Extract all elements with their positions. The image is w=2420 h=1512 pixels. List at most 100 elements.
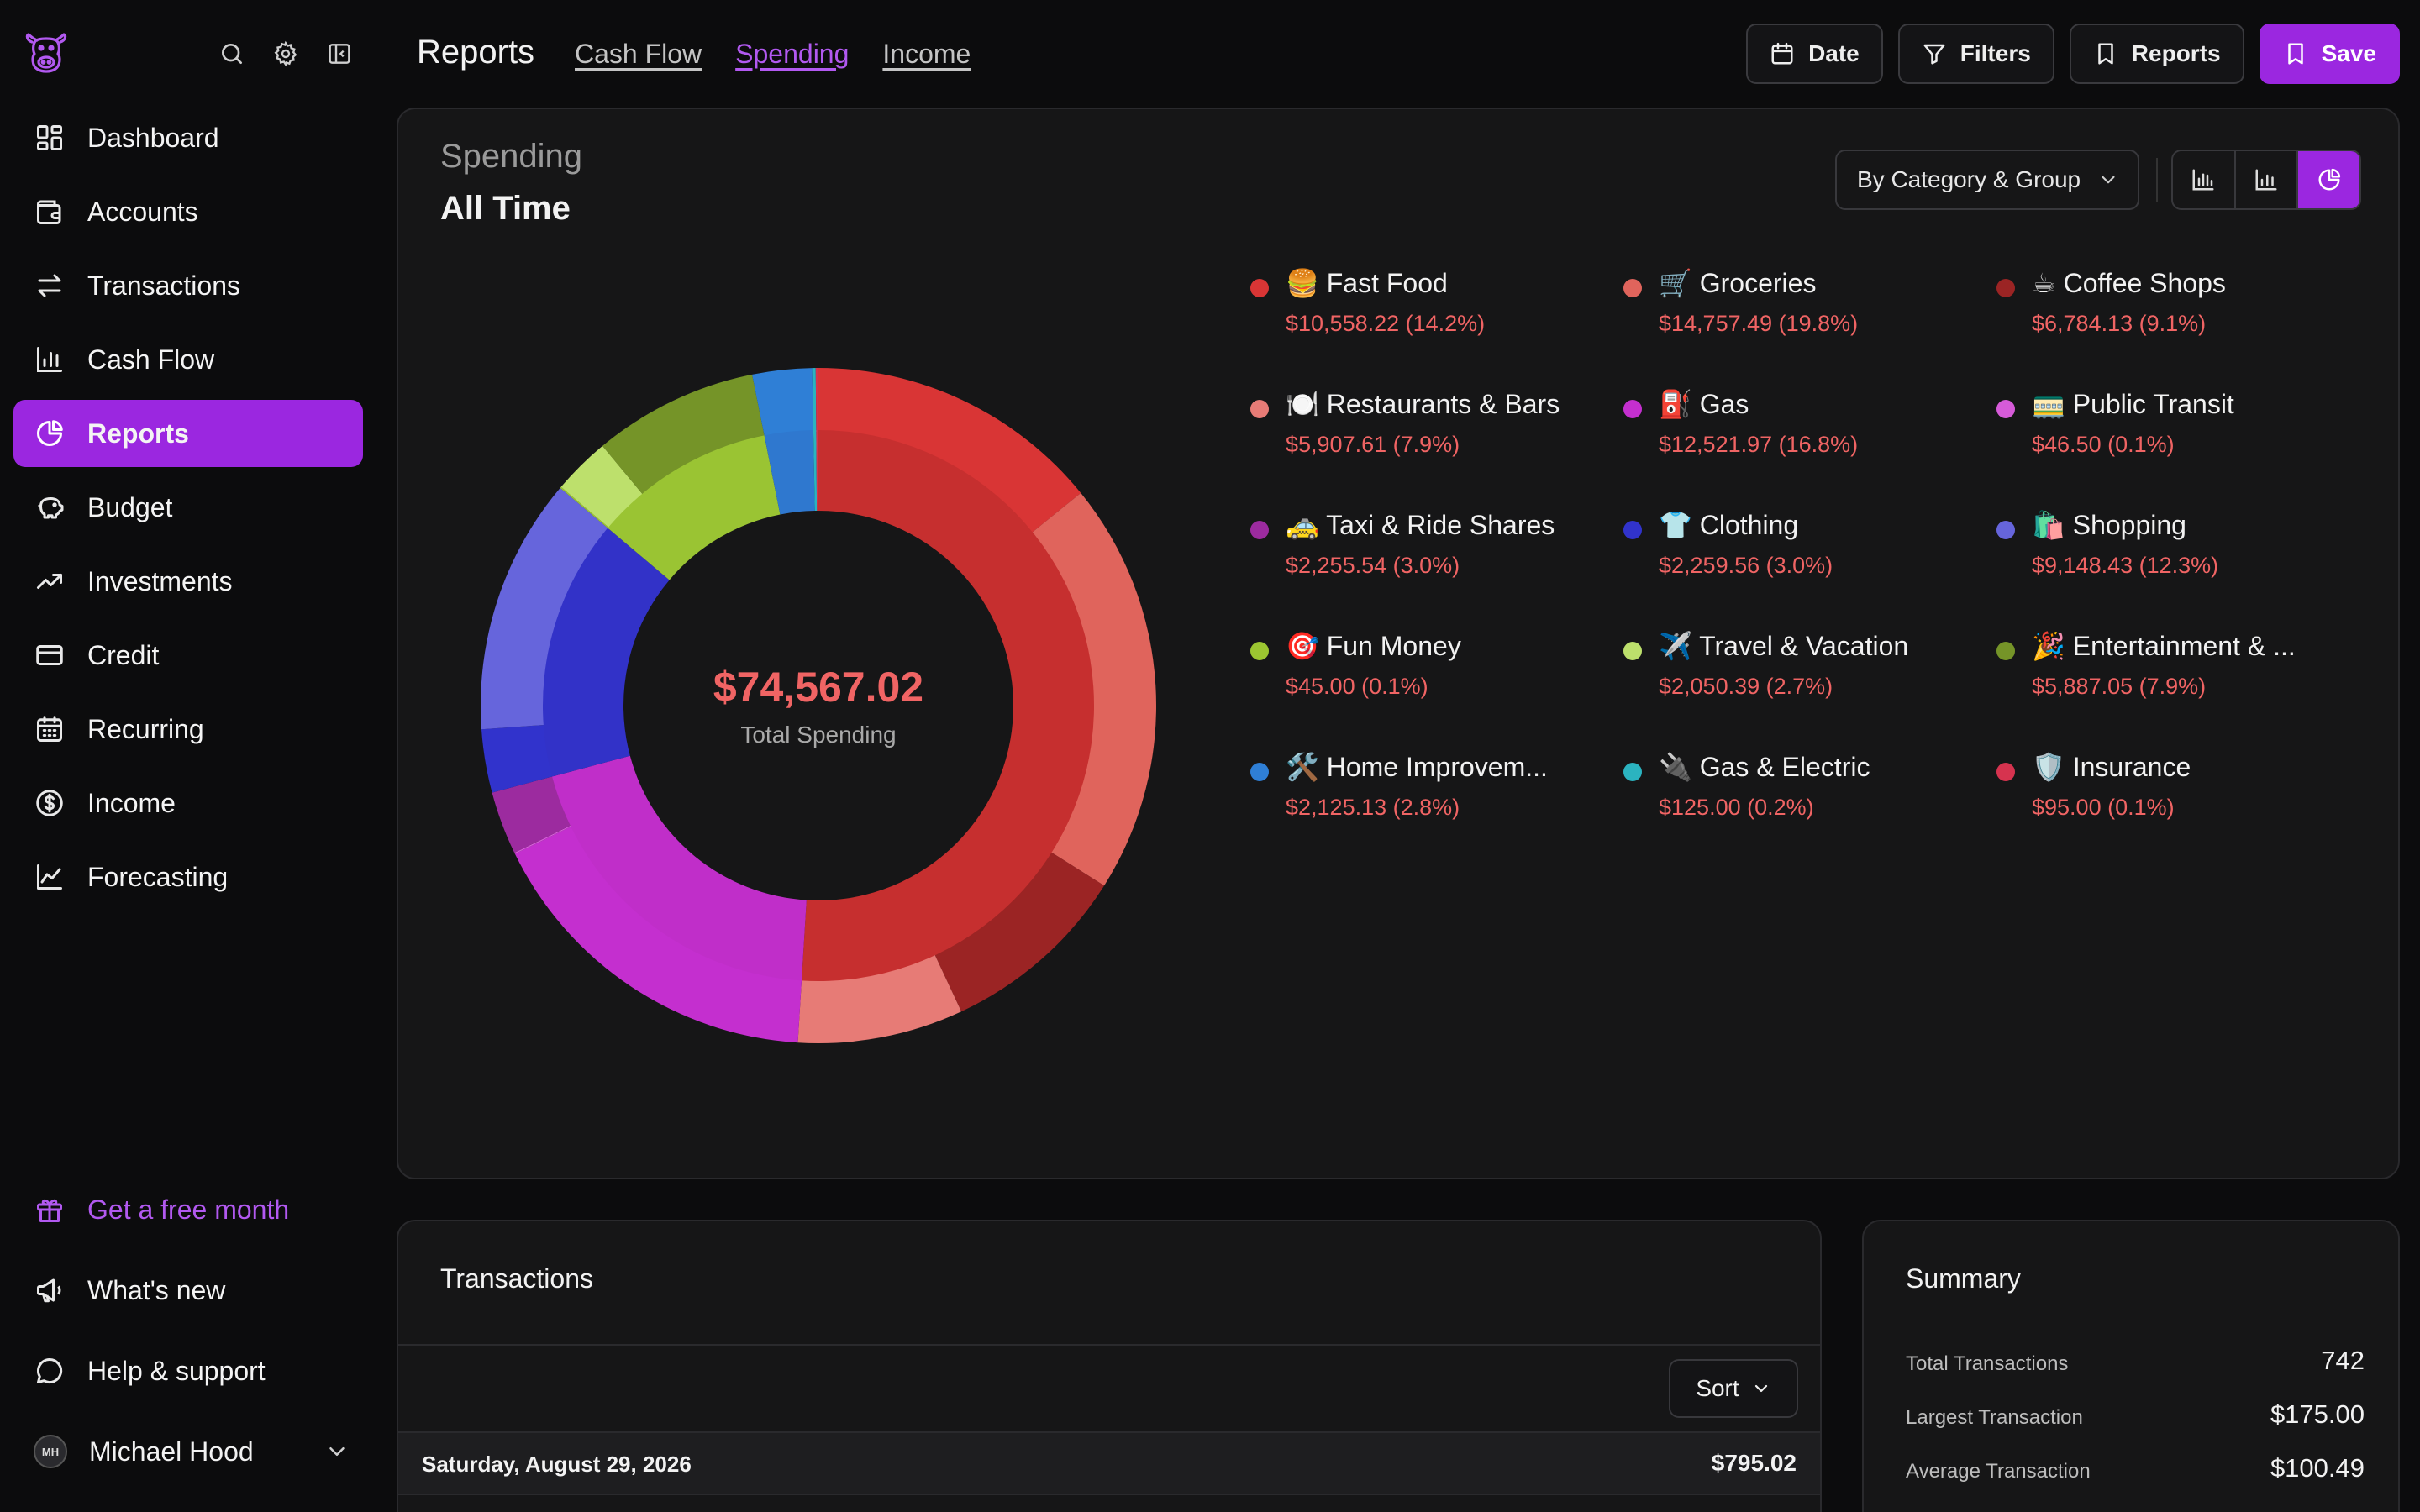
nav-forecasting[interactable]: Forecasting (13, 843, 363, 911)
nav-label: Cash Flow (87, 344, 215, 375)
nav-budget[interactable]: Budget (13, 474, 363, 541)
legend-item[interactable]: 🛒 Groceries $14,757.49 (19.8%) (1623, 267, 1996, 388)
spending-donut-chart (481, 368, 1156, 1043)
category-slice[interactable] (514, 825, 573, 854)
legend-item[interactable]: ✈️ Travel & Vacation $2,050.39 (2.7%) (1623, 630, 1996, 751)
sort-button[interactable]: Sort (1669, 1359, 1798, 1418)
transaction-date-row: Saturday, August 29, 2026 $795.02 (398, 1433, 1820, 1495)
nav-reports[interactable]: Reports (13, 400, 363, 467)
legend-item[interactable]: 🎉 Entertainment & ... $5,887.05 (7.9%) (1996, 630, 2370, 751)
group-slice[interactable] (543, 528, 670, 777)
save-button[interactable]: Save (2259, 24, 2400, 84)
group-slice[interactable] (813, 430, 818, 512)
group-slice[interactable] (764, 430, 815, 515)
nav-dashboard[interactable]: Dashboard (13, 104, 363, 171)
legend-category-value: $95.00 (0.1%) (2032, 795, 2175, 820)
nav-cash-flow[interactable]: Cash Flow (13, 326, 363, 393)
date-button[interactable]: Date (1746, 24, 1883, 84)
group-slice[interactable] (608, 435, 781, 580)
group-slice[interactable] (552, 755, 807, 981)
date-button-label: Date (1808, 40, 1860, 66)
legend-item[interactable]: 🔌 Gas & Electric $125.00 (0.2%) (1623, 751, 1996, 872)
legend-category-name: 🔌 Gas & Electric (1659, 752, 1870, 782)
whats-new-link[interactable]: What's new (13, 1257, 363, 1324)
legend-item[interactable]: 🚃 Public Transit $46.50 (0.1%) (1996, 388, 2370, 509)
cow-logo-icon[interactable] (24, 30, 69, 76)
legend-swatch (1996, 642, 2015, 660)
stacked-bar-view-button[interactable] (2236, 151, 2299, 208)
nav-label: Budget (87, 491, 173, 522)
nav-investments[interactable]: Investments (13, 548, 363, 615)
category-slice[interactable] (492, 776, 572, 853)
category-slice[interactable] (481, 487, 609, 730)
tab-cash-flow[interactable]: Cash Flow (575, 39, 702, 69)
nav-credit[interactable]: Credit (13, 622, 363, 689)
category-slice[interactable] (815, 368, 818, 433)
legend-item[interactable]: 🍽️ Restaurants & Bars $5,907.61 (7.9%) (1250, 388, 1623, 509)
search-icon[interactable] (217, 39, 247, 69)
nav-label: Accounts (87, 196, 198, 227)
nav-income[interactable]: Income (13, 769, 363, 837)
category-slice[interactable] (752, 368, 813, 438)
category-slice[interactable] (818, 368, 1081, 533)
category-slice[interactable] (1031, 492, 1156, 886)
category-slice[interactable] (560, 445, 644, 528)
legend-item[interactable]: 🛍️ Shopping $9,148.43 (12.3%) (1996, 509, 2370, 630)
legend-category-value: $10,558.22 (14.2%) (1286, 311, 1486, 336)
wallet-icon (34, 196, 66, 228)
legend-item[interactable]: ⛽ Gas $12,521.97 (16.8%) (1623, 388, 1996, 509)
category-slice[interactable] (812, 368, 817, 433)
calendar-icon (34, 713, 66, 745)
category-slice[interactable] (481, 724, 555, 793)
nav-label: Credit (87, 639, 160, 670)
sort-button-label: Sort (1696, 1375, 1739, 1401)
gear-icon[interactable] (271, 39, 301, 69)
tab-spending[interactable]: Spending (735, 39, 850, 69)
category-slice[interactable] (797, 953, 962, 1043)
category-slice[interactable] (602, 374, 765, 496)
reports-button[interactable]: Reports (2069, 24, 2244, 84)
pie-view-button[interactable] (2298, 151, 2360, 208)
user-menu[interactable]: MH Michael Hood (13, 1418, 363, 1485)
whats-new-label: What's new (87, 1274, 226, 1305)
legend-item[interactable]: 👕 Clothing $2,259.56 (3.0%) (1623, 509, 1996, 630)
group-slice[interactable] (802, 430, 1094, 981)
arrows-icon (34, 270, 66, 302)
legend-item[interactable]: 🚕 Taxi & Ride Shares $2,255.54 (3.0%) (1250, 509, 1623, 630)
bookmark-icon (2287, 43, 2303, 65)
legend-item[interactable]: ☕ Coffee Shops $6,784.13 (9.1%) (1996, 267, 2370, 388)
legend-swatch (1250, 521, 1269, 539)
category-slice[interactable] (934, 851, 1105, 1012)
group-by-select[interactable]: By Category & Group (1835, 150, 2139, 210)
legend-swatch (1996, 400, 2015, 418)
legend-category-name: 🚃 Public Transit (2032, 389, 2234, 419)
help-support-link[interactable]: Help & support (13, 1337, 363, 1404)
group-ring (543, 430, 1094, 981)
nav-recurring[interactable]: Recurring (13, 696, 363, 763)
legend-item[interactable]: 🍔 Fast Food $10,558.22 (14.2%) (1250, 267, 1623, 388)
group-slice[interactable] (816, 430, 818, 512)
collapse-sidebar-icon[interactable] (324, 39, 355, 69)
legend-item[interactable]: 🛡️ Insurance $95.00 (0.1%) (1996, 751, 2370, 872)
nav-label: Forecasting (87, 861, 229, 892)
category-slice[interactable] (560, 486, 610, 529)
legend-item[interactable]: 🛠️ Home Improvem... $2,125.13 (2.8%) (1250, 751, 1623, 872)
category-slice[interactable] (514, 826, 802, 1043)
chart-subtitle: Spending (440, 138, 583, 175)
summary-label: Largest Transaction (1906, 1406, 2083, 1429)
chat-bubble-icon (34, 1355, 66, 1387)
tab-income[interactable]: Income (882, 39, 971, 69)
get-free-month-link[interactable]: Get a free month (13, 1176, 363, 1243)
legend-category-value: $2,255.54 (3.0%) (1286, 553, 1460, 578)
bar-view-button[interactable] (2173, 151, 2236, 208)
sidebar-footer: Get a free month What's new Help & suppo… (13, 1176, 363, 1485)
nav-accounts[interactable]: Accounts (13, 178, 363, 245)
legend-category-name: ⛽ Gas (1659, 389, 1749, 419)
report-tabs: Cash Flow Spending Income (575, 39, 1004, 70)
line-chart-icon (34, 861, 66, 893)
filters-button[interactable]: Filters (1897, 24, 2054, 84)
nav-transactions[interactable]: Transactions (13, 252, 363, 319)
bar-chart-icon (34, 344, 66, 375)
page-title: Reports (417, 34, 535, 71)
legend-item[interactable]: 🎯 Fun Money $45.00 (0.1%) (1250, 630, 1623, 751)
